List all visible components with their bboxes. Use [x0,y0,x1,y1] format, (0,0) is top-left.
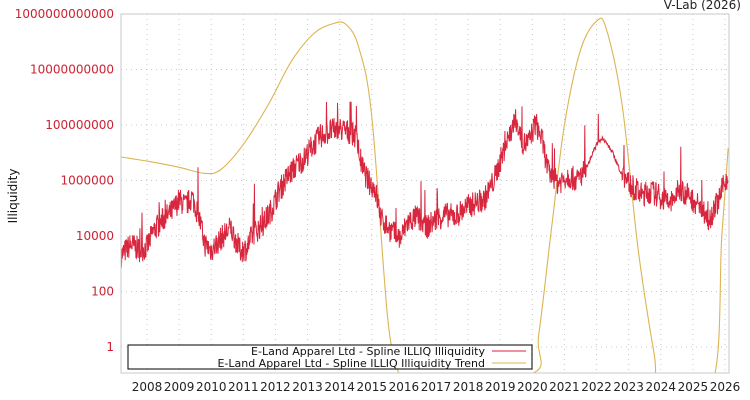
y-tick-label: 100000000 [45,118,114,132]
y-tick-label: 10000000000 [30,63,114,77]
y-axis-ticks: 1 100 10000 1000000 100000000 10000000000 1000… [15,7,114,354]
x-tick-label: 2013 [292,380,323,394]
x-tick-label: 2024 [646,380,677,394]
y-tick-label: 1 [106,340,114,354]
x-tick-label: 2016 [389,380,420,394]
y-axis-label: Illiquidity [6,169,20,224]
x-tick-label: 2009 [164,380,195,394]
legend: E-Land Apparel Ltd - Spline ILLIQ Illiqu… [127,344,533,370]
x-tick-label: 2014 [324,380,355,394]
y-tick-label: 1000000000000 [15,7,114,21]
legend-label-trend: E-Land Apparel Ltd - Spline ILLIQ Illiqu… [217,357,485,370]
y-tick-label: 10000 [76,229,114,243]
x-tick-label: 2012 [260,380,291,394]
y-tick-label: 1000000 [61,174,114,188]
x-tick-label: 2008 [132,380,163,394]
x-tick-label: 2018 [453,380,484,394]
x-tick-label: 2022 [581,380,612,394]
x-tick-label: 2017 [421,380,452,394]
trend-series-line [121,17,729,373]
y-tick-label: 100 [91,285,114,299]
x-tick-label: 2015 [357,380,388,394]
x-tick-label: 2025 [678,380,709,394]
credit-label: V-Lab (2026) [664,0,741,12]
x-tick-label: 2021 [549,380,580,394]
x-tick-label: 2011 [228,380,259,394]
x-axis-ticks: 2008 2009 2010 2011 2012 2013 2014 2015 2016 2017… [132,380,741,394]
x-tick-label: 2020 [517,380,548,394]
legend-label-series: E-Land Apparel Ltd - Spline ILLIQ Illiqu… [251,345,485,358]
plot-frame [120,13,730,374]
x-tick-label: 2019 [485,380,516,394]
legend-box [127,344,533,370]
illiquidity-series-line [121,101,729,268]
x-tick-label: 2026 [710,380,741,394]
x-tick-label: 2023 [613,380,644,394]
x-tick-label: 2010 [196,380,227,394]
